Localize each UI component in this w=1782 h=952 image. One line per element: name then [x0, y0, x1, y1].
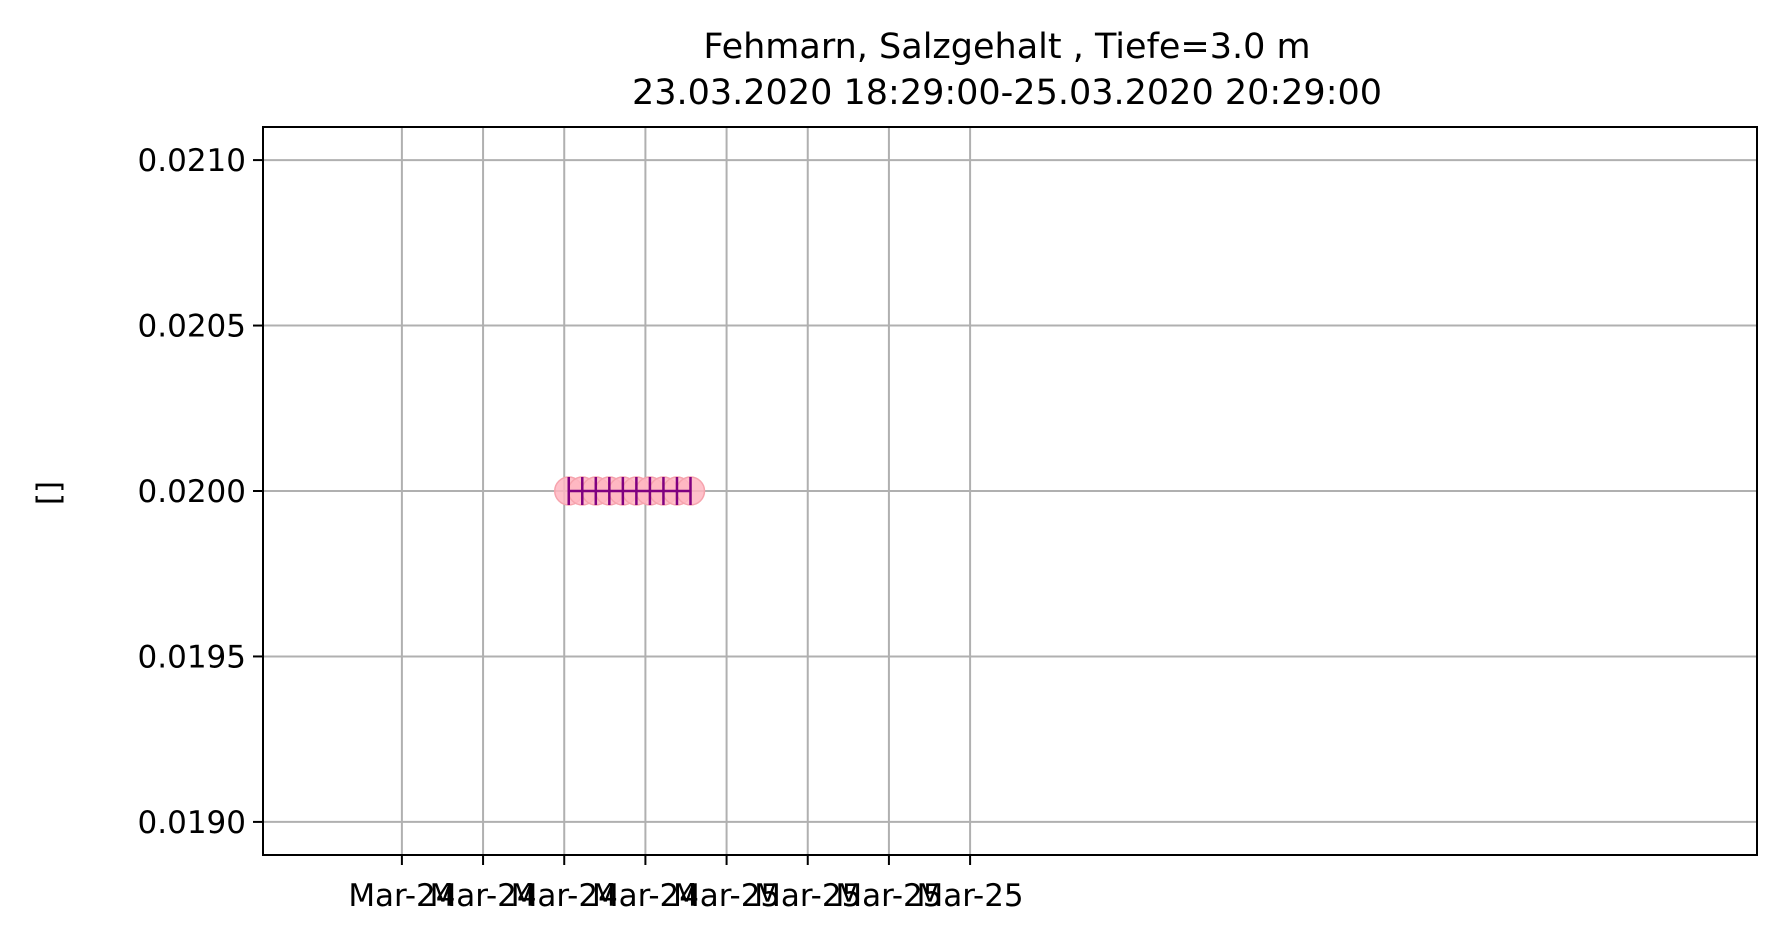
x-tick-label-2: Mar-24: [511, 878, 618, 914]
x-tick-label-4: Mar-25: [673, 878, 780, 914]
y-tick-label-2: 0.0200: [138, 474, 246, 510]
x-tick-label-5: Mar-25: [754, 878, 861, 914]
x-tick-label-7: Mar-25: [917, 878, 1024, 914]
y-tick-label-4: 0.0210: [138, 143, 246, 179]
plot-marks: [553, 476, 706, 506]
y-tick-label-3: 0.0205: [138, 309, 246, 345]
y-axis: 0.0190 0.0195 0.0200 0.0205 0.0210: [138, 143, 263, 841]
y-tick-label-0: 0.0190: [138, 805, 246, 841]
x-tick-label-0: Mar-24: [348, 878, 455, 914]
x-axis: Mar-24Mar-24Mar-24Mar-24Mar-25Mar-25Mar-…: [348, 855, 1024, 914]
grid-lines: [263, 127, 1757, 855]
plot-frame: [262, 126, 1758, 856]
chart-subtitle: 23.03.2020 18:29:00-25.03.2020 20:29:00: [632, 73, 1382, 113]
x-tick-label-3: Mar-24: [592, 878, 699, 914]
chart-title: Fehmarn, Salzgehalt , Tiefe=3.0 m: [703, 27, 1310, 67]
x-tick-label-1: Mar-24: [429, 878, 536, 914]
y-axis-label: []: [31, 481, 67, 505]
x-tick-label-6: Mar-25: [835, 878, 942, 914]
y-tick-label-1: 0.0195: [138, 639, 246, 675]
